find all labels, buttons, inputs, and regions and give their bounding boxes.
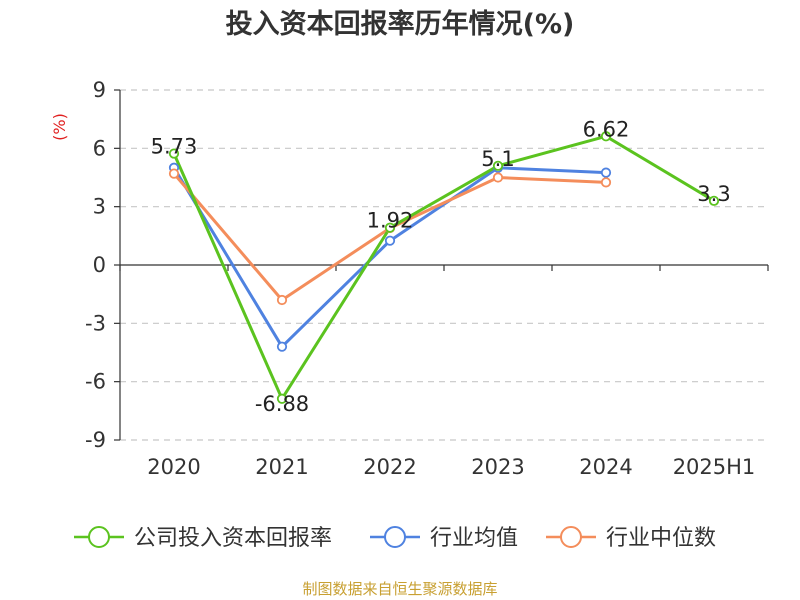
source-note: 制图数据来自恒生聚源数据库 <box>302 580 497 598</box>
data-point <box>276 341 288 352</box>
x-tick-label: 2020 <box>147 455 200 479</box>
legend-marker <box>384 526 406 548</box>
data-point <box>384 235 396 246</box>
data-point <box>708 195 720 206</box>
data-label: 1.92 <box>367 209 414 233</box>
series-line-0 <box>172 134 715 401</box>
data-label: 3.3 <box>697 182 730 206</box>
legend-marker <box>88 526 110 548</box>
data-point <box>168 148 180 159</box>
x-tick-label: 2023 <box>471 455 524 479</box>
data-point <box>492 160 504 171</box>
data-point <box>168 168 180 179</box>
legend: 公司投入资本回报率 行业均值 行业中位数 <box>74 526 716 551</box>
series-line-1 <box>172 166 607 349</box>
data-point <box>384 222 396 233</box>
y-tick-label: 6 <box>93 136 106 160</box>
data-point <box>600 131 612 142</box>
data-labels: 5.73 -6.88 1.92 5.1 6.62 3.3 <box>151 117 731 416</box>
y-unit-label: (%) <box>50 113 69 141</box>
legend-label: 行业中位数 <box>606 526 716 551</box>
y-tick-label: -3 <box>85 311 106 335</box>
data-point <box>276 393 288 404</box>
y-tick-label: 9 <box>93 78 106 102</box>
grid-lines <box>120 89 768 441</box>
chart-title: 投入资本回报率历年情况(%) <box>226 8 575 40</box>
data-point <box>492 172 504 183</box>
legend-marker <box>560 526 582 548</box>
data-label: 5.73 <box>151 135 198 159</box>
x-tick-label: 2024 <box>579 455 632 479</box>
y-tick-label: -6 <box>85 370 106 394</box>
tick-labels: 9 6 3 0 -3 -6 -9 2020 2021 2022 2023 2024 2025H1 <box>85 78 755 479</box>
data-point <box>276 294 288 306</box>
data-point <box>600 177 612 188</box>
legend-label: 公司投入资本回报率 <box>134 526 332 551</box>
data-label: -6.88 <box>255 392 309 416</box>
x-tick-label: 2025H1 <box>673 455 756 479</box>
y-tick-label: 0 <box>93 253 106 277</box>
y-tick-label: 3 <box>93 195 106 219</box>
legend-label: 行业均值 <box>430 526 518 551</box>
series-points <box>168 131 720 404</box>
y-tick-label: -9 <box>85 428 106 452</box>
x-tick-label: 2021 <box>255 455 308 479</box>
x-tick-label: 2022 <box>363 455 416 479</box>
axes <box>114 89 769 441</box>
data-point <box>600 167 612 178</box>
data-label: 6.62 <box>583 117 630 141</box>
data-label: 5.1 <box>481 147 514 171</box>
